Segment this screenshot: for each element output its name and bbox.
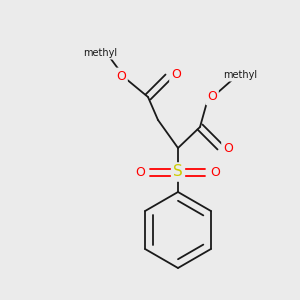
Text: O: O (135, 166, 145, 178)
Text: methyl: methyl (83, 48, 117, 58)
Text: O: O (207, 91, 217, 103)
Text: O: O (171, 68, 181, 82)
Text: O: O (210, 166, 220, 178)
Text: O: O (116, 70, 126, 83)
Text: methyl: methyl (223, 70, 257, 80)
Text: O: O (223, 142, 233, 155)
Text: S: S (173, 164, 183, 179)
